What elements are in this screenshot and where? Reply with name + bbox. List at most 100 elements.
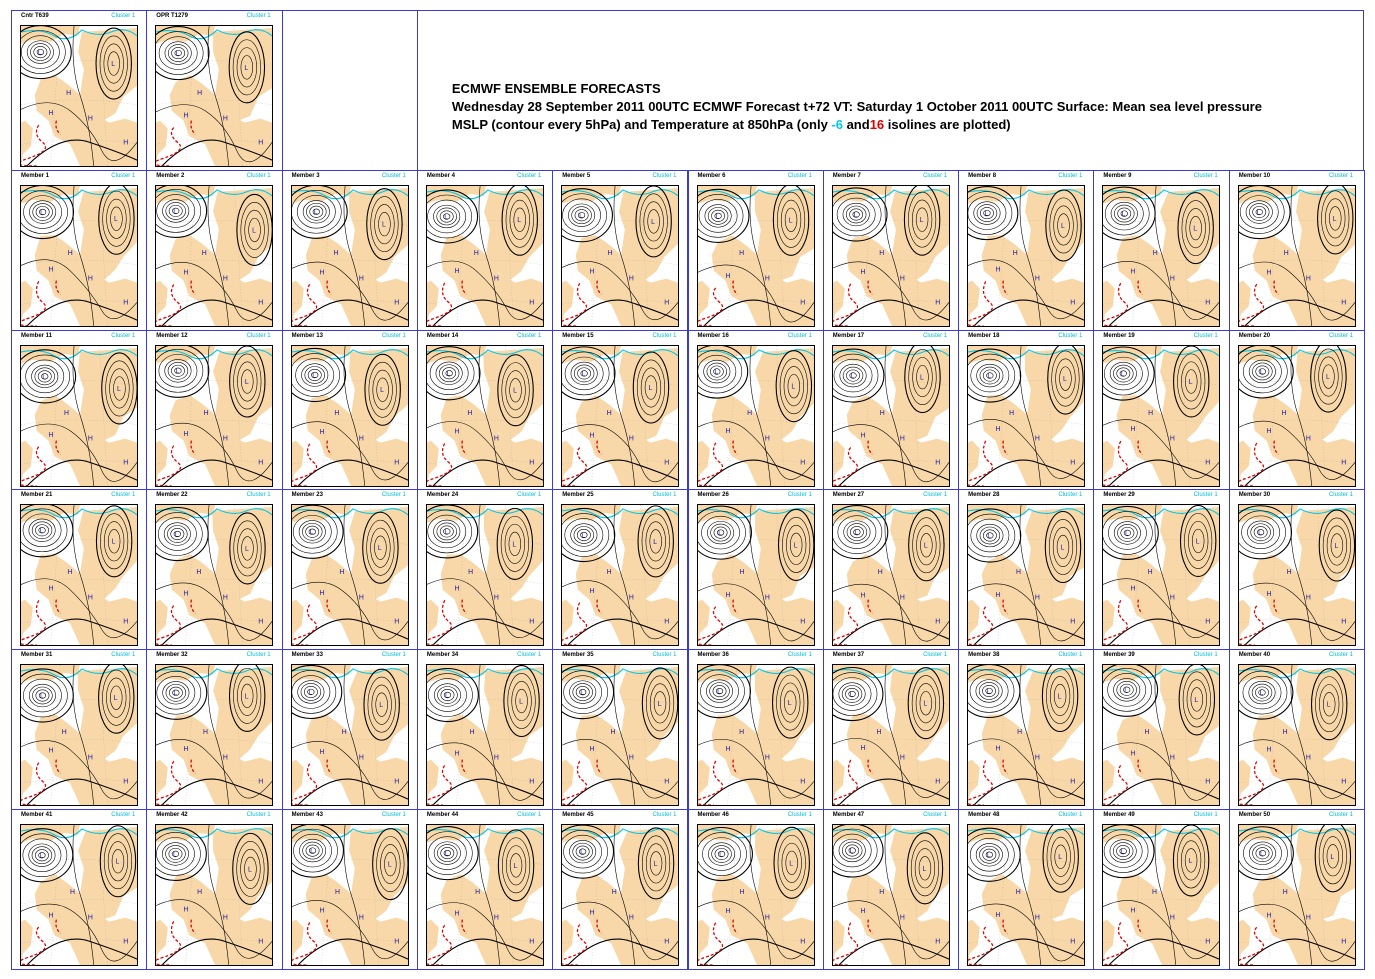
- isobars: [156, 505, 273, 646]
- svg-text:L: L: [114, 695, 118, 702]
- panel-label: Member 37: [832, 652, 865, 659]
- grid-lines: [968, 825, 1085, 965]
- cluster-label: Cluster 1: [1193, 652, 1218, 659]
- svg-text:H: H: [123, 938, 128, 945]
- pressure-centres: L L H H H H: [1121, 371, 1210, 466]
- svg-text:H: H: [394, 299, 399, 306]
- panel-label: Member 32: [156, 652, 188, 659]
- mslp-map: L L H H H H: [1237, 184, 1356, 327]
- cold-isoline: [21, 828, 137, 839]
- map-canvas: L L H H H H: [291, 505, 408, 646]
- warm-isoline: [426, 759, 467, 806]
- cold-isoline: [1103, 668, 1220, 679]
- svg-text:L: L: [378, 546, 382, 553]
- svg-text:H: H: [800, 459, 805, 466]
- svg-text:H: H: [860, 269, 865, 276]
- land-mass: [21, 345, 137, 486]
- svg-text:H: H: [860, 745, 865, 752]
- cluster-label: Cluster 1: [923, 332, 948, 339]
- warm-isoline: [156, 120, 197, 166]
- isobars: [968, 345, 1085, 486]
- svg-text:H: H: [1266, 591, 1271, 598]
- mslp-map: L L H H H H: [155, 184, 274, 327]
- svg-text:H: H: [764, 275, 769, 282]
- svg-text:H: H: [49, 912, 54, 919]
- cold-isoline: [426, 828, 543, 839]
- svg-text:H: H: [664, 299, 669, 306]
- svg-text:L: L: [719, 852, 723, 859]
- ensemble-panel: Member 25 Cluster 1 L L H H H H: [552, 489, 689, 651]
- mslp-map: L L H H H H: [425, 184, 544, 327]
- isobars: [21, 185, 137, 326]
- ensemble-panel: Member 23 Cluster 1 L L H H H H: [281, 489, 418, 651]
- svg-text:H: H: [333, 250, 338, 257]
- svg-text:H: H: [454, 268, 459, 275]
- ensemble-panel: Member 1 Cluster 1 L L H H H H: [11, 169, 148, 331]
- svg-text:L: L: [1260, 369, 1264, 376]
- isobars: [968, 185, 1085, 326]
- svg-text:H: H: [900, 595, 905, 602]
- cold-isoline: [1238, 508, 1355, 519]
- svg-text:H: H: [1266, 428, 1271, 435]
- svg-text:L: L: [517, 217, 521, 224]
- cluster-label: Cluster 1: [246, 652, 271, 659]
- svg-text:L: L: [987, 689, 991, 696]
- map-canvas: L L H H H H: [832, 185, 949, 326]
- svg-text:H: H: [49, 748, 54, 755]
- land-mass: [21, 26, 137, 166]
- mslp-map: L L H H H H: [831, 344, 950, 487]
- map-canvas: L L H H H H: [1103, 505, 1220, 646]
- pressure-centres: L L H H H H: [987, 852, 1075, 945]
- cold-isoline: [562, 188, 679, 200]
- panel-label: Member 31: [21, 652, 53, 659]
- svg-text:L: L: [924, 543, 928, 550]
- ensemble-panel: Member 35 Cluster 1 L L H H H H: [552, 649, 689, 810]
- isobars: [697, 345, 814, 486]
- mslp-map: L L H H H H: [831, 664, 950, 807]
- svg-text:L: L: [1326, 374, 1330, 381]
- svg-text:H: H: [1341, 299, 1346, 306]
- ensemble-panel: Member 49 Cluster 1 L L H H H H: [1093, 809, 1230, 970]
- svg-text:L: L: [1259, 690, 1263, 697]
- map-canvas: L L H H H H: [562, 345, 679, 486]
- svg-text:L: L: [112, 539, 116, 546]
- cluster-label: Cluster 1: [111, 812, 136, 818]
- map-canvas: L L H H H H: [21, 665, 137, 806]
- svg-text:H: H: [334, 410, 339, 417]
- cluster-label: Cluster 1: [246, 13, 271, 19]
- svg-text:H: H: [223, 116, 228, 123]
- svg-text:H: H: [590, 432, 595, 439]
- pressure-centres: L L H H H H: [445, 851, 534, 946]
- mslp-map: L L H H H H: [155, 664, 274, 807]
- svg-text:H: H: [607, 569, 612, 576]
- svg-text:L: L: [513, 863, 517, 870]
- map-canvas: L L H H H H: [156, 665, 273, 806]
- svg-text:L: L: [245, 546, 249, 553]
- ensemble-panel: Member 14 Cluster 1 L L H H H H: [416, 329, 554, 491]
- pressure-centres: L L H H H H: [38, 50, 128, 147]
- grid-lines: [562, 345, 679, 486]
- svg-text:H: H: [1283, 250, 1288, 257]
- svg-text:L: L: [923, 701, 927, 708]
- map-canvas: L L H H H H: [426, 825, 543, 965]
- warm-isoline: [968, 599, 1008, 646]
- pressure-centres: L L H H H H: [579, 212, 669, 306]
- ensemble-panel: Member 5 Cluster 1 L L H H H H: [552, 169, 689, 331]
- cold-isoline: [156, 828, 273, 839]
- svg-text:H: H: [900, 755, 905, 762]
- svg-text:H: H: [629, 595, 634, 602]
- warm-isoline: [21, 280, 61, 326]
- cold-isoline: [697, 348, 814, 359]
- grid-lines: [968, 665, 1085, 806]
- ensemble-panel: Member 40 Cluster 1 L L H H H H: [1228, 649, 1365, 810]
- map-canvas: L L H H H H: [21, 26, 137, 166]
- svg-text:H: H: [1035, 595, 1040, 602]
- map-canvas: L L H H H H: [426, 665, 543, 806]
- warm-isoline: [21, 440, 61, 486]
- warm-isoline: [968, 919, 1008, 965]
- isobars: [832, 505, 949, 646]
- warm-isoline: [291, 599, 332, 646]
- cold-isoline: [697, 188, 814, 200]
- svg-text:H: H: [1341, 459, 1346, 466]
- svg-text:H: H: [900, 915, 905, 922]
